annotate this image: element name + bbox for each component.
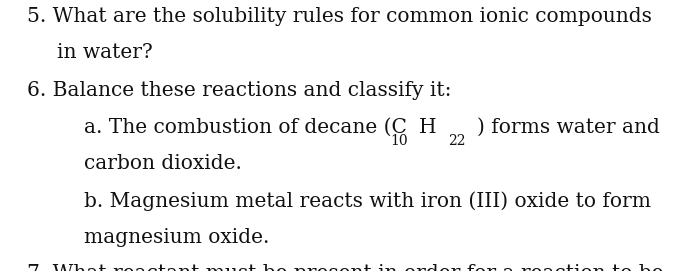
Text: 7. What reactant must be present in order for a reaction to be: 7. What reactant must be present in orde… xyxy=(27,264,663,271)
Text: magnesium oxide.: magnesium oxide. xyxy=(84,228,270,247)
Text: ) forms water and: ) forms water and xyxy=(477,118,659,137)
Text: H: H xyxy=(419,118,437,137)
Text: 6. Balance these reactions and classify it:: 6. Balance these reactions and classify … xyxy=(27,81,451,100)
Text: a. The combustion of decane (C: a. The combustion of decane (C xyxy=(84,118,407,137)
Text: 22: 22 xyxy=(448,134,466,148)
Text: 5. What are the solubility rules for common ionic compounds: 5. What are the solubility rules for com… xyxy=(27,7,652,26)
Text: in water?: in water? xyxy=(57,43,153,62)
Text: b. Magnesium metal reacts with iron (III) oxide to form: b. Magnesium metal reacts with iron (III… xyxy=(84,191,651,211)
Text: 10: 10 xyxy=(390,134,407,148)
Text: carbon dioxide.: carbon dioxide. xyxy=(84,154,242,173)
